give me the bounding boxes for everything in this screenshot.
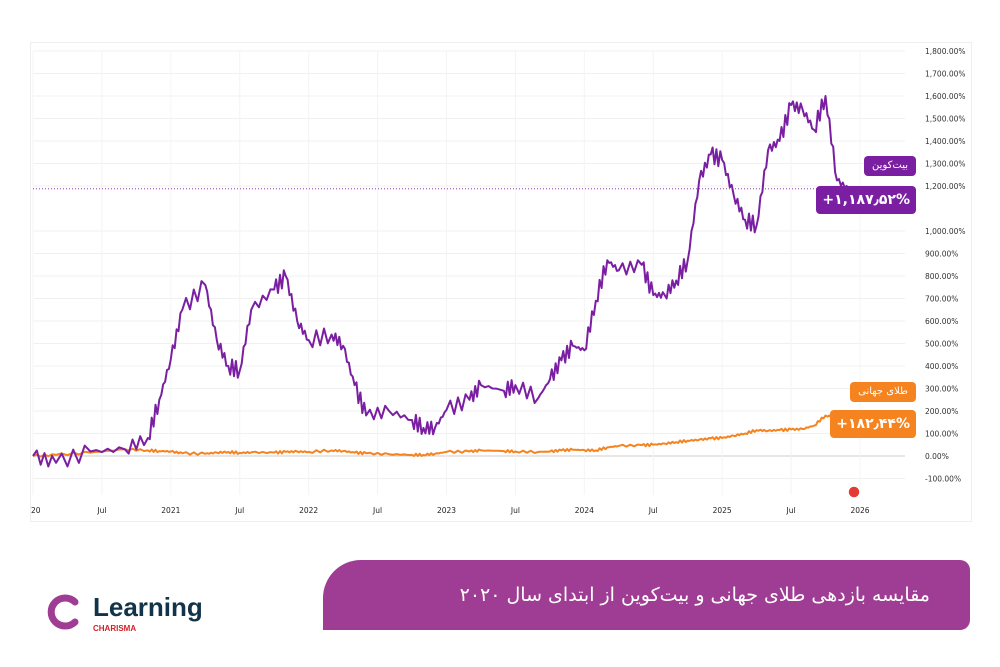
y-tick-label: -100.00% bbox=[925, 475, 961, 484]
y-tick-label: 200.00% bbox=[925, 407, 958, 416]
x-tick-label: 20 bbox=[31, 506, 41, 515]
x-tick-label: Jul bbox=[96, 506, 106, 515]
y-tick-label: 800.00% bbox=[925, 272, 958, 281]
y-tick-label: 1,600.00% bbox=[925, 92, 966, 101]
x-tick-label: Jul bbox=[786, 506, 796, 515]
x-tick-label: 2025 bbox=[713, 506, 732, 515]
y-tick-label: 1,000.00% bbox=[925, 227, 966, 236]
logo-sub: CHARISMA bbox=[93, 624, 137, 633]
y-tick-label: 1,200.00% bbox=[925, 182, 966, 191]
x-tick-label: Jul bbox=[234, 506, 244, 515]
logo-icon bbox=[47, 594, 79, 630]
bitcoin-line bbox=[32, 95, 850, 468]
y-tick-label: 1,700.00% bbox=[925, 70, 966, 79]
bitcoin-last-value: +۱,۱۸۷٫۵۲% bbox=[816, 186, 916, 214]
flag-icon[interactable] bbox=[847, 485, 861, 499]
y-tick-label: 1,300.00% bbox=[925, 160, 966, 169]
gold-series-name: طلای جهانی bbox=[850, 382, 916, 402]
x-tick-label: Jul bbox=[648, 506, 658, 515]
y-tick-label: 500.00% bbox=[925, 340, 958, 349]
x-tick-label: 2022 bbox=[299, 506, 318, 515]
gold-line bbox=[32, 414, 849, 458]
y-tick-label: 900.00% bbox=[925, 250, 958, 259]
y-tick-label: 600.00% bbox=[925, 317, 958, 326]
y-tick-label: 1,400.00% bbox=[925, 137, 966, 146]
chart-panel bbox=[30, 42, 972, 522]
y-tick-label: 1,500.00% bbox=[925, 115, 966, 124]
x-tick-label: 2024 bbox=[575, 506, 594, 515]
logo-word: Learning bbox=[93, 592, 203, 622]
x-tick-label: 2026 bbox=[850, 506, 869, 515]
line-chart: 1,800.00% 1,700.00% 1,600.00% 1,500.00% 1,40… bbox=[31, 47, 966, 515]
x-tick-label: Jul bbox=[372, 506, 382, 515]
x-tick-label: 2021 bbox=[161, 506, 180, 515]
title-banner: مقایسه بازدهی طلای جهانی و بیت‌کوین از ا… bbox=[323, 560, 970, 630]
y-tick-label: 400.00% bbox=[925, 362, 958, 371]
y-tick-label: 100.00% bbox=[925, 430, 958, 439]
y-tick-label: 1,800.00% bbox=[925, 47, 966, 56]
x-tick-label: 2023 bbox=[437, 506, 456, 515]
x-tick-label: Jul bbox=[510, 506, 520, 515]
bitcoin-series-name: بیت‌کوین bbox=[864, 156, 916, 176]
y-tick-label: 300.00% bbox=[925, 385, 958, 394]
gold-last-value: +۱۸۲٫۴۴% bbox=[830, 410, 916, 438]
y-tick-label: 700.00% bbox=[925, 295, 958, 304]
y-tick-label: 0.00% bbox=[925, 452, 949, 461]
